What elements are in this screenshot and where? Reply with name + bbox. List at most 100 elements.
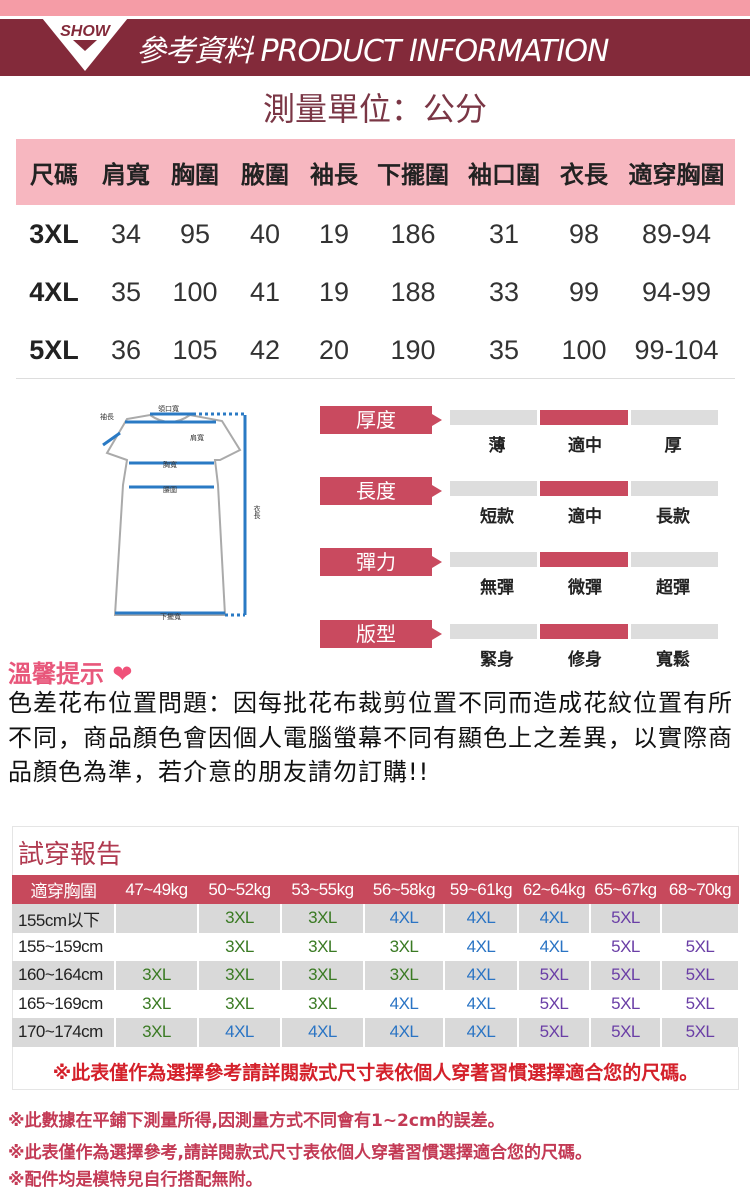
try-cell: 5XL: [518, 961, 591, 990]
try-cell: 3XL: [281, 904, 365, 933]
try-cell: 5XL: [590, 932, 662, 961]
feature-level-segment: [450, 410, 538, 425]
feature-option: 厚: [664, 436, 682, 456]
size-cell: 94-99: [641, 276, 712, 307]
try-header-cell: 47~49kg: [115, 875, 198, 904]
try-cell: 4XL: [281, 1018, 365, 1047]
feature-level-segment: [630, 624, 718, 639]
top-band: [0, 0, 750, 16]
try-cell: 4XL: [518, 904, 591, 933]
try-cell: 4XL: [364, 989, 445, 1018]
try-cell: 3XL: [364, 932, 445, 961]
try-cell: 4XL: [364, 1018, 445, 1047]
size-header-cell: 胸圍: [160, 139, 230, 205]
size-header-cell: 袖口圍: [458, 139, 550, 205]
size-cell: 35: [488, 334, 520, 365]
size-cell: 89-94: [641, 218, 712, 249]
try-cell: 5XL: [661, 932, 740, 961]
size-cell: 99: [568, 276, 600, 307]
try-header-cell: 65~67kg: [590, 875, 661, 904]
feature-label: 彈力: [320, 548, 442, 576]
unit-label: 測量單位：公分: [262, 90, 487, 128]
section-title: 參考資料 PRODUCT INFORMATION: [136, 34, 609, 69]
feature-label: 版型: [320, 620, 442, 648]
feature-level-segment: [450, 481, 538, 496]
show-badge: SHOW: [42, 18, 128, 71]
try-cell: 3XL: [364, 961, 445, 990]
tips-title-text: 溫馨提示: [8, 660, 104, 688]
size-row: 4XL 35 100 41 19 188 33 99 94-99: [16, 263, 735, 321]
diagram-label-hem: 下擺寬: [160, 613, 181, 621]
try-cell: 3XL: [198, 932, 282, 961]
size-cell: 5XL: [29, 334, 79, 365]
feature-level-bar: [450, 410, 718, 425]
try-cell: 4XL: [444, 1018, 519, 1047]
diagram-label-sleeve: 袖長: [100, 413, 114, 421]
size-cell: 4XL: [29, 276, 79, 307]
size-cell: 31: [488, 218, 520, 249]
size-cell: 190: [390, 334, 436, 365]
size-cell: 34: [110, 218, 142, 249]
try-cell: 5XL: [590, 961, 662, 990]
try-cell: 165~169cm: [12, 989, 116, 1018]
size-cell: 40: [249, 218, 281, 249]
try-cell: 4XL: [364, 904, 445, 933]
size-cell: 35: [110, 276, 142, 307]
footnote: ※此數據在平鋪下測量所得,因測量方式不同會有1~2cm的誤差。: [8, 1111, 505, 1131]
size-cell: 98: [568, 218, 600, 249]
try-row: 155~159cm 3XL 3XL 3XL 4XL 4XL 5XL 5XL: [12, 932, 740, 961]
feature-option: 長款: [656, 507, 690, 527]
feature-label: 長度: [320, 477, 442, 505]
try-header-cell: 適穿胸圍: [12, 875, 115, 904]
try-header-cell: 53~55kg: [281, 875, 364, 904]
try-cell: 5XL: [661, 1018, 740, 1047]
feature-option: 適中: [568, 436, 602, 456]
try-cell: [115, 932, 199, 961]
try-row: 165~169cm 3XL 3XL 3XL 4XL 4XL 5XL 5XL 5XL: [12, 989, 740, 1018]
tips-title: 溫馨提示 ❤: [8, 654, 132, 689]
try-cell: 3XL: [281, 932, 365, 961]
size-cell: 33: [488, 276, 520, 307]
try-cell: 5XL: [661, 989, 740, 1018]
feature-option: 修身: [568, 650, 602, 670]
footnote: ※此表僅作為選擇參考,請詳閱款式尺寸表依個人穿著習慣選擇適合您的尺碼。: [8, 1143, 592, 1163]
size-cell: 41: [249, 276, 281, 307]
try-report-title: 試穿報告: [18, 840, 123, 870]
try-cell: 3XL: [281, 989, 365, 1018]
size-row: 5XL 36 105 42 20 190 35 100 99-104: [16, 321, 735, 379]
try-cell: [115, 904, 199, 933]
feature-level-segment: [540, 552, 628, 567]
try-cell: 155cm以下: [12, 904, 116, 933]
try-row: 155cm以下 3XL 3XL 4XL 4XL 4XL 5XL: [12, 904, 740, 933]
diagram-label-chest: 胸寬: [163, 461, 177, 469]
try-cell: 3XL: [115, 1018, 199, 1047]
feature-level-bar: [450, 481, 718, 496]
size-cell: 188: [390, 276, 436, 307]
size-row: 3XL 34 95 40 19 186 31 98 89-94: [16, 205, 735, 263]
feature-option: 無彈: [480, 578, 514, 598]
try-cell: 5XL: [518, 1018, 591, 1047]
feature-level-bar: [450, 552, 718, 567]
size-cell: 19: [318, 276, 350, 307]
diagram-label-shoulder: 肩寬: [190, 434, 204, 442]
try-cell: 3XL: [198, 904, 282, 933]
try-header-cell: 68~70kg: [661, 875, 739, 904]
section-header: [0, 19, 750, 76]
try-report-note: ※此表僅作為選擇參考請詳閱款式尺寸表依個人穿著習慣選擇適合您的尺碼。: [52, 1062, 699, 1084]
try-cell: 5XL: [590, 904, 662, 933]
try-row: 160~164cm 3XL 3XL 3XL 3XL 4XL 5XL 5XL 5XL: [12, 961, 740, 990]
feature-option: 微彈: [568, 578, 602, 598]
size-cell: 99-104: [634, 334, 719, 365]
show-label: SHOW: [60, 23, 112, 40]
try-cell: 3XL: [115, 961, 199, 990]
try-cell: 4XL: [444, 932, 519, 961]
diagram-label-waist: 腰圍: [163, 486, 177, 494]
try-header-cell: 59~61kg: [444, 875, 518, 904]
try-cell: 3XL: [281, 961, 365, 990]
try-header-cell: 62~64kg: [518, 875, 590, 904]
feature-option: 緊身: [480, 650, 514, 670]
feature-level-segment: [540, 410, 628, 425]
size-cell: 20: [318, 334, 350, 365]
try-cell: [661, 904, 740, 933]
try-cell: 5XL: [590, 989, 662, 1018]
